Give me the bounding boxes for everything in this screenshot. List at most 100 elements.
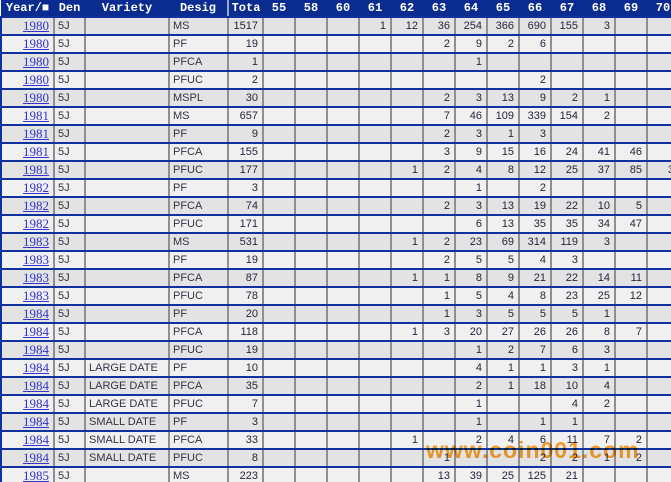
variety-cell: [85, 269, 170, 288]
grade-68-cell: 8: [583, 323, 616, 342]
grade-65-cell: 8: [487, 161, 520, 180]
grade-66-cell: 26: [519, 323, 552, 342]
year-link[interactable]: 1984: [23, 432, 49, 447]
grade-69-cell: 5: [615, 197, 648, 216]
grade-55-cell: [263, 341, 296, 360]
year-cell: 1984: [0, 377, 55, 396]
desig-cell: MS: [169, 17, 229, 36]
year-link[interactable]: 1980: [23, 36, 49, 51]
grade-63-cell: [423, 377, 456, 396]
grade-68-cell: [583, 53, 616, 72]
year-link[interactable]: 1981: [23, 108, 49, 123]
grade-68-cell: 2: [583, 107, 616, 126]
total-cell: 87: [228, 269, 264, 288]
grade-62-cell: 1: [391, 323, 424, 342]
year-link[interactable]: 1983: [23, 270, 49, 285]
grade-69-cell: [615, 413, 648, 432]
grade-69-cell: [615, 377, 648, 396]
grade-58-cell: [295, 341, 328, 360]
grade-55-cell: [263, 269, 296, 288]
year-link[interactable]: 1984: [23, 378, 49, 393]
year-cell: 1984: [0, 431, 55, 450]
grade-55-cell: [263, 179, 296, 198]
year-link[interactable]: 1983: [23, 252, 49, 267]
column-header-64: 64: [455, 0, 487, 18]
variety-cell: [85, 53, 170, 72]
grade-70-cell: [647, 197, 671, 216]
year-link[interactable]: 1985: [23, 468, 49, 482]
grade-55-cell: [263, 359, 296, 378]
table-row: 1980 5J PFUC 2 2: [0, 71, 671, 90]
year-cell: 1984: [0, 413, 55, 432]
grade-65-cell: 69: [487, 233, 520, 252]
grade-58-cell: [295, 251, 328, 270]
grade-69-cell: [615, 395, 648, 414]
year-link[interactable]: 1981: [23, 162, 49, 177]
grade-63-cell: [423, 341, 456, 360]
total-cell: 1: [228, 53, 264, 72]
grade-67-cell: 22: [551, 197, 584, 216]
grade-67-cell: 11: [551, 431, 584, 450]
table-row: 1983 5J MS 531 1 2 23 69 314 119 3: [0, 233, 671, 252]
grade-62-cell: [391, 305, 424, 324]
grade-65-cell: 2: [487, 341, 520, 360]
grade-64-cell: 3: [455, 89, 488, 108]
grade-67-cell: 1: [551, 413, 584, 432]
year-link[interactable]: 1980: [23, 54, 49, 69]
grade-66-cell: 5: [519, 305, 552, 324]
year-link[interactable]: 1981: [23, 144, 49, 159]
year-link[interactable]: 1983: [23, 288, 49, 303]
grade-64-cell: 23: [455, 233, 488, 252]
grade-70-cell: [647, 287, 671, 306]
table-row: 1983 5J PFUC 78 1 5 4 8 23 25 12: [0, 287, 671, 306]
grade-66-cell: 7: [519, 341, 552, 360]
year-link[interactable]: 1984: [23, 324, 49, 339]
grade-62-cell: [391, 413, 424, 432]
den-cell: 5J: [54, 431, 86, 450]
grade-67-cell: 2: [551, 449, 584, 468]
variety-cell: [85, 467, 170, 482]
grade-66-cell: 3: [519, 125, 552, 144]
grade-65-cell: [487, 179, 520, 198]
year-link[interactable]: 1984: [23, 450, 49, 465]
desig-cell: PFCA: [169, 53, 229, 72]
year-link[interactable]: 1984: [23, 306, 49, 321]
grade-66-cell: 2: [519, 179, 552, 198]
grade-68-cell: 34: [583, 215, 616, 234]
year-link[interactable]: 1980: [23, 72, 49, 87]
grade-55-cell: [263, 467, 296, 482]
grade-60-cell: [327, 143, 360, 162]
year-link[interactable]: 1982: [23, 180, 49, 195]
den-cell: 5J: [54, 305, 86, 324]
grade-65-cell: 1: [487, 359, 520, 378]
grade-63-cell: 36: [423, 17, 456, 36]
total-cell: 3: [228, 413, 264, 432]
year-link[interactable]: 1983: [23, 234, 49, 249]
year-link[interactable]: 1984: [23, 342, 49, 357]
grade-58-cell: [295, 233, 328, 252]
year-link[interactable]: 1982: [23, 216, 49, 231]
variety-cell: SMALL DATE: [85, 449, 170, 468]
total-cell: 19: [228, 35, 264, 54]
year-link[interactable]: 1984: [23, 360, 49, 375]
grade-67-cell: 3: [551, 251, 584, 270]
grade-62-cell: [391, 377, 424, 396]
grade-69-cell: 11: [615, 269, 648, 288]
grade-67-cell: [551, 125, 584, 144]
year-link[interactable]: 1984: [23, 396, 49, 411]
year-link[interactable]: 1981: [23, 126, 49, 141]
year-link[interactable]: 1980: [23, 18, 49, 33]
grade-58-cell: [295, 161, 328, 180]
grade-60-cell: [327, 53, 360, 72]
grade-63-cell: [423, 431, 456, 450]
year-link[interactable]: 1984: [23, 414, 49, 429]
column-header-den: Den: [54, 0, 85, 18]
table-header: Year/■ Den Variety Desig Tota 55 58 60 61 62 63 64 6…: [1, 0, 671, 18]
grade-70-cell: [647, 233, 671, 252]
grade-61-cell: [359, 215, 392, 234]
year-link[interactable]: 1980: [23, 90, 49, 105]
year-link[interactable]: 1982: [23, 198, 49, 213]
grade-64-cell: 1: [455, 341, 488, 360]
table-row: 19815JPFUC1771248122537853: [0, 161, 671, 180]
grade-63-cell: 2: [423, 35, 456, 54]
